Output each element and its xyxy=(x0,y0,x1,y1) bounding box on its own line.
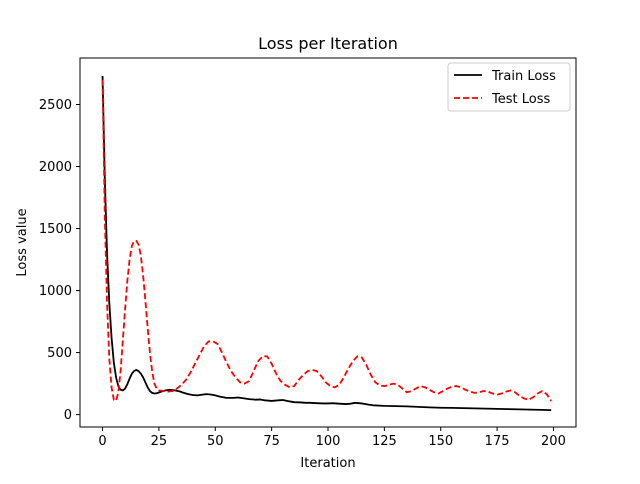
y-tick-label: 1000 xyxy=(39,284,72,299)
legend-label-test: Test Loss xyxy=(491,92,550,107)
legend-label-train: Train Loss xyxy=(491,69,556,84)
series-line-train-loss xyxy=(101,75,552,412)
x-axis-label: Iteration xyxy=(300,456,355,471)
x-tick-label: 25 xyxy=(151,434,168,449)
x-tick-label: 200 xyxy=(541,434,566,449)
x-tick-label: 0 xyxy=(98,434,106,449)
x-tick-label: 125 xyxy=(372,434,397,449)
y-tick-label: 2500 xyxy=(39,98,72,113)
y-axis-label: Loss value xyxy=(15,208,30,276)
y-tick-label: 1500 xyxy=(39,222,72,237)
x-tick-label: 100 xyxy=(316,434,341,449)
plot-frame xyxy=(79,57,577,428)
y-tick-label: 2000 xyxy=(39,160,72,175)
x-tick-label: 50 xyxy=(207,434,224,449)
y-tick-label: 0 xyxy=(64,408,72,423)
legend: Train Loss Test Loss xyxy=(447,62,571,112)
x-axis: 0 25 50 75 100 125 150 175 200 xyxy=(98,427,566,449)
series-layer xyxy=(101,75,552,412)
plot-area xyxy=(80,58,576,427)
x-tick-label: 150 xyxy=(428,434,453,449)
x-tick-label: 175 xyxy=(485,434,510,449)
y-tick-label: 500 xyxy=(47,346,72,361)
x-tick-label: 75 xyxy=(263,434,280,449)
y-axis: 0 500 1000 1500 2000 2500 xyxy=(39,98,80,423)
series-line-test-loss xyxy=(101,79,552,402)
chart-title: Loss per Iteration xyxy=(258,34,398,53)
